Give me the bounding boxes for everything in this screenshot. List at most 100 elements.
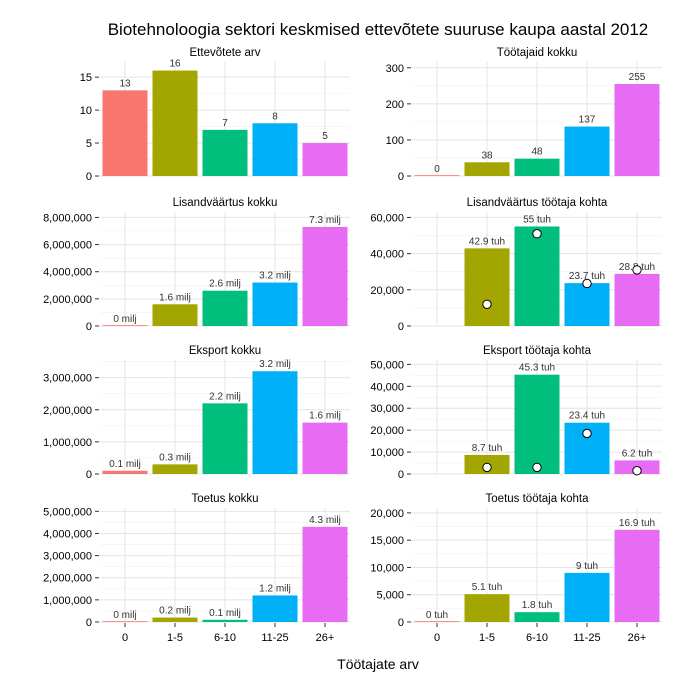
bar-value-label: 55 tuh <box>523 214 551 225</box>
bar-value-label: 3.2 milj <box>259 271 291 282</box>
data-point <box>482 299 492 309</box>
bar <box>614 529 660 622</box>
data-point <box>482 462 492 473</box>
bar <box>514 158 560 176</box>
bar-value-label: 48 <box>531 147 543 158</box>
y-tick-label: 15,000 <box>370 535 404 547</box>
y-tick-label: 2,000,000 <box>43 294 92 306</box>
bar <box>252 595 298 622</box>
bar-value-label: 0 <box>434 164 440 175</box>
bar <box>252 282 298 326</box>
x-tick-label: 6-10 <box>526 632 548 644</box>
bar <box>202 619 248 622</box>
bar <box>152 464 198 474</box>
bar-value-label: 0 tuh <box>426 610 448 621</box>
panel-title: Toetus töötaja kohta <box>486 493 590 505</box>
x-tick-label: 11-25 <box>573 632 600 644</box>
y-tick-label: 5,000 <box>376 590 404 602</box>
bar-value-label: 23.4 tuh <box>569 411 605 422</box>
x-axis-label: Töötajate arv <box>337 656 419 672</box>
y-tick-label: 2,000,000 <box>43 405 92 417</box>
y-tick-label: 0 <box>86 171 92 183</box>
bar-value-label: 2.6 milj <box>209 279 241 290</box>
y-tick-label: 6,000,000 <box>43 240 92 252</box>
bar-value-label: 42.9 tuh <box>469 236 505 247</box>
bar-value-label: 9 tuh <box>576 561 598 572</box>
bar <box>102 470 148 474</box>
y-tick-label: 10,000 <box>370 562 404 574</box>
bar <box>514 374 560 474</box>
x-tick-label: 11-25 <box>261 632 288 644</box>
bar <box>302 422 348 474</box>
y-tick-label: 0 <box>86 321 92 333</box>
y-tick-label: 3,000,000 <box>43 551 92 563</box>
y-tick-label: 2,000,000 <box>43 573 92 585</box>
bar <box>514 612 560 622</box>
bar <box>102 325 148 326</box>
bar <box>252 123 298 176</box>
bar-value-label: 8 <box>272 111 278 122</box>
y-tick-label: 1,000,000 <box>43 595 92 607</box>
y-tick-label: 3,000,000 <box>43 373 92 385</box>
panel: Eksport töötaja kohta 0 10,000 20,000 30,000… <box>370 345 662 481</box>
y-tick-label: 4,000,000 <box>43 528 92 540</box>
bar-value-label: 1.8 tuh <box>522 600 553 611</box>
x-tick-label: 0 <box>434 632 440 644</box>
bar <box>414 621 460 622</box>
bar <box>564 572 610 622</box>
data-point <box>532 229 542 239</box>
bar <box>302 143 348 176</box>
bar-value-label: 45.3 tuh <box>519 363 555 374</box>
panel-title: Ettevõtete arv <box>190 47 261 59</box>
y-tick-label: 0 <box>398 171 404 183</box>
bar <box>414 175 460 176</box>
bar <box>102 621 148 622</box>
y-tick-label: 15 <box>80 72 92 84</box>
bar <box>464 594 510 622</box>
panel-title: Lisandväärtus kokku <box>173 197 278 209</box>
bar-value-label: 5.1 tuh <box>472 582 503 593</box>
y-tick-label: 60,000 <box>370 212 404 224</box>
y-tick-label: 8,000,000 <box>43 212 92 224</box>
x-tick-label: 6-10 <box>214 632 236 644</box>
x-tick-label: 1-5 <box>167 632 183 644</box>
panel-title: Lisandväärtus töötaja kohta <box>467 197 608 209</box>
data-point <box>632 265 642 275</box>
bar <box>202 290 248 326</box>
chart-title: Biotehnoloogia sektori keskmised ettevõt… <box>108 20 649 39</box>
bar <box>152 70 198 176</box>
panel-title: Eksport kokku <box>189 345 261 357</box>
bar-value-label: 4.3 milj <box>309 515 341 526</box>
y-tick-label: 0 <box>86 469 92 481</box>
bar-value-label: 0.3 milj <box>159 452 191 463</box>
y-tick-label: 0 <box>86 617 92 629</box>
bar-value-label: 5 <box>322 131 328 142</box>
y-tick-label: 40,000 <box>370 249 404 261</box>
panels-group: Ettevõtete arv 0 5 10 15 13 16 7 8 5 Töötajaid kok… <box>43 47 662 644</box>
bar <box>514 226 560 326</box>
bar-value-label: 38 <box>481 150 493 161</box>
bar-value-label: 8.7 tuh <box>472 443 503 454</box>
panel: Ettevõtete arv 0 5 10 15 13 16 7 8 5 <box>80 47 350 183</box>
y-tick-label: 20,000 <box>370 285 404 297</box>
bar <box>202 129 248 176</box>
bar-value-label: 1.6 milj <box>309 411 341 422</box>
panel: Toetus töötaja kohta 0 5,000 10,000 15,000 20… <box>370 493 662 644</box>
bar-value-label: 137 <box>579 115 596 126</box>
bar-value-label: 255 <box>629 72 646 83</box>
bar-value-label: 0.2 milj <box>159 606 191 617</box>
y-tick-label: 1,000,000 <box>43 437 92 449</box>
bar-value-label: 7 <box>222 118 228 129</box>
data-point <box>632 466 642 476</box>
y-tick-label: 10,000 <box>370 447 404 459</box>
bar <box>464 248 510 326</box>
bar-value-label: 1.2 milj <box>259 583 291 594</box>
bar <box>564 283 610 326</box>
bar-value-label: 13 <box>119 78 131 89</box>
x-tick-label: 1-5 <box>479 632 495 644</box>
panel: Lisandväärtus töötaja kohta 0 20,000 40,000… <box>370 197 662 333</box>
bar <box>202 403 248 474</box>
y-tick-label: 0 <box>398 321 404 333</box>
